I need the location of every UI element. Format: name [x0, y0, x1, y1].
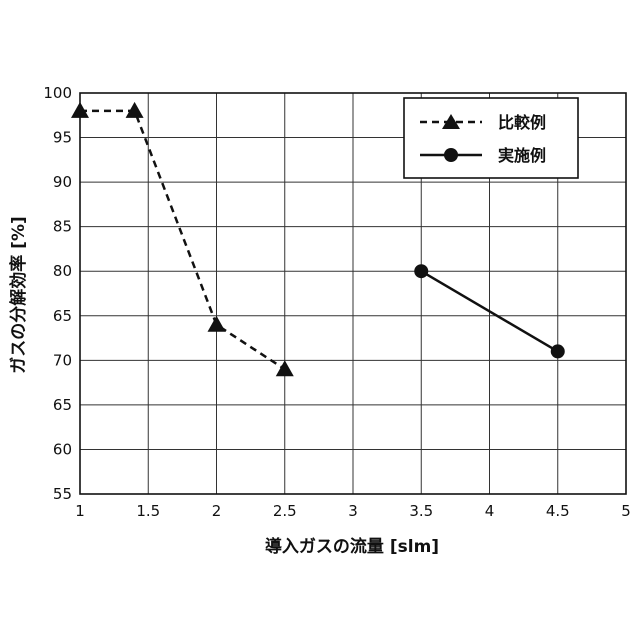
legend: 比較例 実施例: [404, 98, 578, 178]
data-point-triangle: [276, 360, 294, 376]
series-line-comparative: [80, 111, 285, 369]
y-tick-label: 60: [53, 440, 72, 458]
x-tick-label: 3.5: [409, 502, 433, 520]
data-point-circle: [551, 344, 565, 358]
x-tick-label: 1.5: [136, 502, 160, 520]
data-point-triangle: [208, 316, 226, 332]
legend-marker-circle: [444, 148, 458, 162]
x-tick-label: 4.5: [546, 502, 570, 520]
y-tick-label: 90: [53, 173, 72, 191]
y-tick-label: 100: [43, 84, 72, 102]
legend-label-example: 実施例: [498, 146, 546, 165]
y-tick-label: 65: [53, 396, 72, 414]
x-tick-label: 5: [621, 502, 631, 520]
legend-box: [404, 98, 578, 178]
x-tick-label: 3: [348, 502, 358, 520]
y-tick-label: 95: [53, 129, 72, 147]
y-axis-label: ガスの分解効率 [%]: [8, 216, 29, 374]
x-tick-label: 4: [485, 502, 495, 520]
y-tick-label: 80: [53, 262, 72, 280]
data-point-circle: [414, 264, 428, 278]
x-tick-label: 1: [75, 502, 85, 520]
legend-label-comparative: 比較例: [498, 113, 546, 132]
x-axis-label: 導入ガスの流量 [slm]: [265, 536, 439, 557]
x-tick-label: 2.5: [273, 502, 297, 520]
y-tick-label: 55: [53, 485, 72, 503]
y-tick-label: 85: [53, 218, 72, 236]
y-tick-label: 70: [53, 351, 72, 369]
x-tick-label: 2: [212, 502, 222, 520]
y-tick-label: 65: [53, 307, 72, 325]
